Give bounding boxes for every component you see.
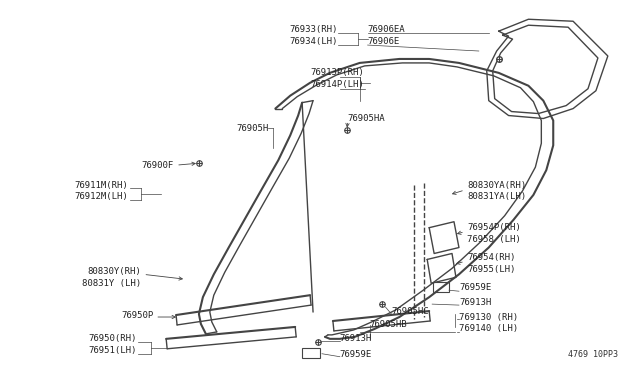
Text: 76954P(RH): 76954P(RH) bbox=[467, 223, 521, 232]
Text: 76914P(LH): 76914P(LH) bbox=[310, 80, 364, 89]
Text: 76905H: 76905H bbox=[236, 124, 268, 133]
Text: 76959E: 76959E bbox=[459, 283, 492, 292]
Text: 76950P: 76950P bbox=[121, 311, 153, 320]
Bar bbox=[302, 348, 320, 358]
Text: 769140 (LH): 769140 (LH) bbox=[459, 324, 518, 333]
Text: 80830Y(RH): 80830Y(RH) bbox=[88, 267, 141, 276]
Text: 76954(RH): 76954(RH) bbox=[467, 253, 515, 262]
Text: 76933(RH): 76933(RH) bbox=[289, 25, 338, 34]
Text: 769130 (RH): 769130 (RH) bbox=[459, 312, 518, 321]
Text: 80831Y (LH): 80831Y (LH) bbox=[82, 279, 141, 288]
Text: 76905HC: 76905HC bbox=[392, 307, 429, 315]
Text: 76913P(RH): 76913P(RH) bbox=[310, 68, 364, 77]
Text: 76955(LH): 76955(LH) bbox=[467, 265, 515, 274]
Text: 76912M(LH): 76912M(LH) bbox=[75, 192, 129, 201]
Text: 76913H: 76913H bbox=[340, 334, 372, 343]
Text: 76905HB: 76905HB bbox=[370, 320, 407, 330]
Text: 76934(LH): 76934(LH) bbox=[289, 36, 338, 46]
Text: 76906E: 76906E bbox=[367, 36, 400, 46]
Text: 80831YA(LH): 80831YA(LH) bbox=[467, 192, 526, 201]
Text: 76951(LH): 76951(LH) bbox=[88, 346, 136, 355]
Text: 4769 10PP3: 4769 10PP3 bbox=[568, 350, 618, 359]
Text: 76950(RH): 76950(RH) bbox=[88, 334, 136, 343]
Bar bbox=[433, 282, 449, 292]
Text: 76900F: 76900F bbox=[142, 161, 174, 170]
Text: 76911M(RH): 76911M(RH) bbox=[75, 180, 129, 189]
Text: 76913H: 76913H bbox=[459, 298, 492, 307]
Text: 76958 (LH): 76958 (LH) bbox=[467, 235, 521, 244]
Text: 76906EA: 76906EA bbox=[367, 25, 405, 34]
Text: 76959E: 76959E bbox=[340, 350, 372, 359]
Text: 76905HA: 76905HA bbox=[348, 114, 385, 123]
Text: 80830YA(RH): 80830YA(RH) bbox=[467, 180, 526, 189]
